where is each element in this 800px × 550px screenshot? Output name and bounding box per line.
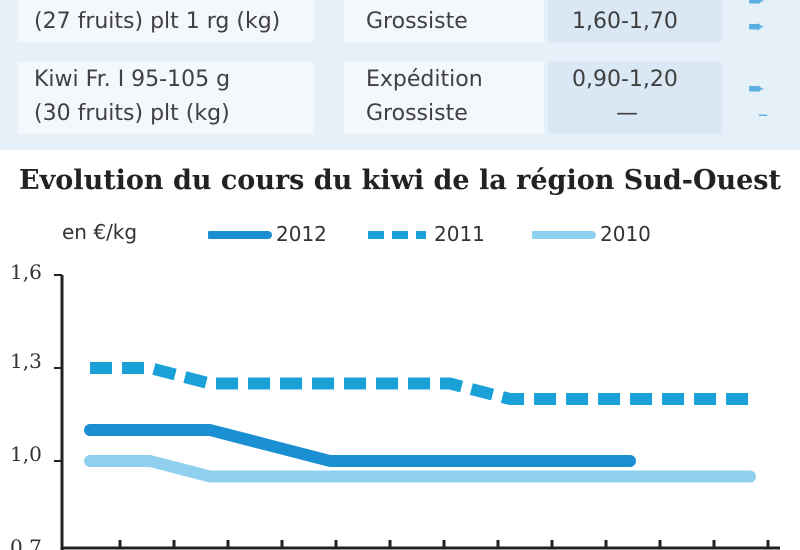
stage-label: Grossiste bbox=[366, 9, 468, 34]
price-cell bbox=[548, 62, 722, 134]
legend-swatch-2010 bbox=[532, 231, 596, 239]
y-axis-unit: en €/kg bbox=[62, 220, 138, 244]
chart-title: Evolution du cours du kiwi de la région … bbox=[19, 165, 781, 196]
stage-cell bbox=[344, 0, 544, 42]
series-line-2011 bbox=[90, 362, 750, 405]
product-name: (27 fruits) plt 1 rg (kg) bbox=[34, 9, 281, 34]
product-cell bbox=[18, 62, 314, 134]
y-tick-label: 1,6 bbox=[10, 260, 42, 284]
product-name: (30 fruits) plt (kg) bbox=[34, 101, 230, 126]
stage-cell bbox=[344, 62, 544, 134]
dash-icon: – bbox=[758, 102, 768, 126]
legend-item-2011: 2011 bbox=[366, 220, 506, 250]
price-value: 0,90-1,20 bbox=[572, 67, 678, 92]
series-line-2010 bbox=[84, 455, 756, 483]
y-tick-label: 0,7 bbox=[10, 535, 42, 550]
legend-label: 2011 bbox=[434, 222, 485, 246]
price-table: (27 fruits) plt 1 rg (kg) Grossiste 1,60… bbox=[0, 0, 800, 150]
price-value: 1,60-1,70 bbox=[572, 9, 678, 34]
product-cell bbox=[18, 0, 314, 42]
stage-label: Expédition bbox=[366, 67, 483, 92]
right-arrow-icon: ➨ bbox=[748, 0, 765, 12]
legend-swatch-2012 bbox=[208, 231, 272, 239]
y-tick-label: 1,0 bbox=[10, 442, 42, 466]
legend-label: 2010 bbox=[600, 222, 651, 246]
stage-label: Grossiste bbox=[366, 101, 468, 126]
legend-item-2010: 2010 bbox=[532, 220, 672, 250]
price-cell bbox=[548, 0, 722, 42]
right-arrow-icon: ➨ bbox=[748, 14, 765, 38]
legend-label: 2012 bbox=[276, 222, 327, 246]
product-name: Kiwi Fr. I 95-105 g bbox=[34, 67, 231, 92]
legend-item-2012: 2012 bbox=[208, 220, 348, 250]
series-line-2012 bbox=[84, 424, 636, 467]
legend-swatch-2011 bbox=[368, 231, 426, 239]
price-value: — bbox=[616, 101, 638, 126]
y-tick-label: 1,3 bbox=[10, 349, 42, 373]
right-arrow-icon: ➨ bbox=[748, 76, 765, 100]
